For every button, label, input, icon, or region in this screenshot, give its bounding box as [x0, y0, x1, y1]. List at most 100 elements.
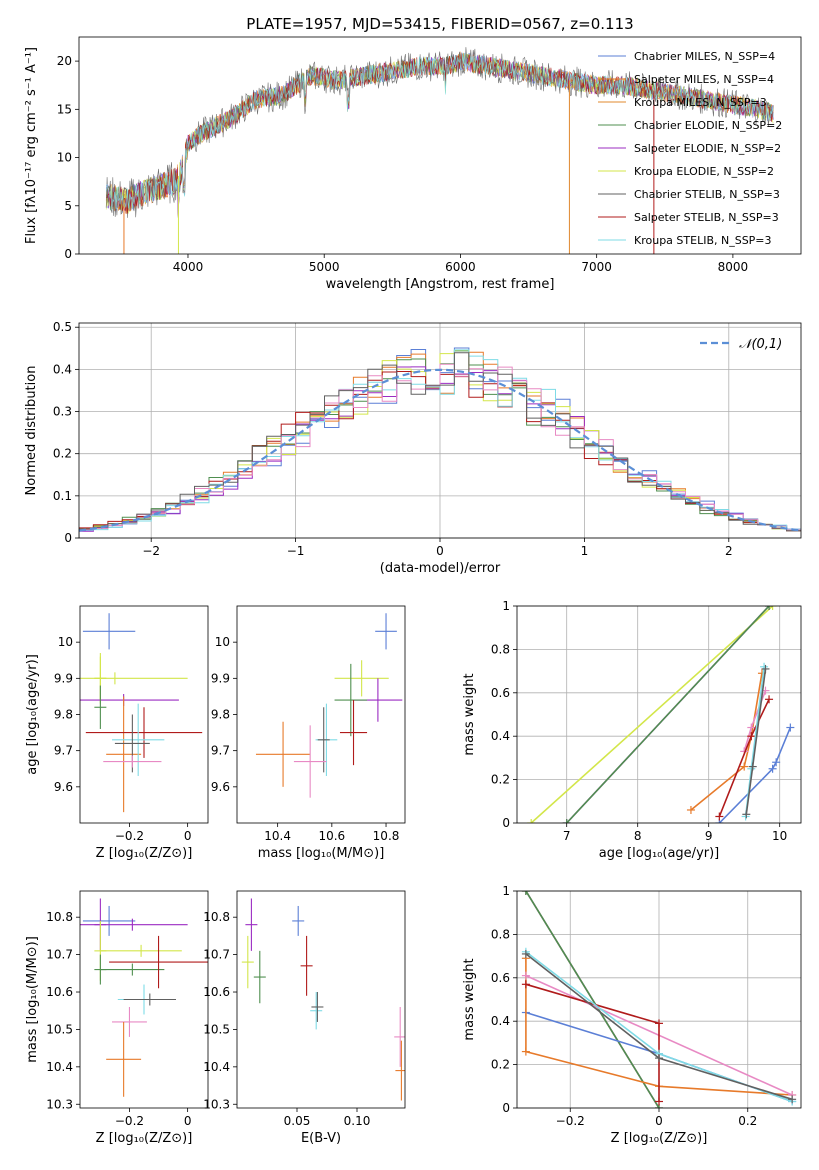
series-marker [655, 1097, 663, 1106]
data-point [317, 707, 330, 773]
data-point [334, 663, 368, 737]
y-tick-label: 15 [57, 102, 72, 116]
y-axis-label: Normed distribution [24, 366, 39, 496]
series-marker [655, 1054, 663, 1063]
plot-area [80, 613, 203, 813]
plot-area [241, 898, 405, 1101]
legend-entry: Chabrier STELIB, N_SSP=3 [634, 188, 780, 201]
y-tick-label: 10 [215, 635, 230, 649]
y-tick-label: 0.4 [491, 1014, 510, 1028]
y-tick-label: 10 [57, 151, 72, 165]
y-tick-label: 0.5 [53, 320, 72, 334]
chart-mass-vs-ebv: 0.05 0.10 10.3 10.4 10.5 10.6 10.7 10.8 E(B-V) [203, 890, 406, 1146]
data-point [100, 944, 182, 957]
y-tick-label: 9.7 [211, 744, 230, 758]
series-marker [768, 764, 777, 773]
y-tick-label: 0.2 [491, 773, 510, 787]
x-tick-label: −0.2 [115, 829, 144, 843]
legend-entry: Kroupa STELIB, N_SSP=3 [634, 234, 772, 247]
y-tick-label: 0.8 [491, 927, 510, 941]
x-tick-label: 0 [184, 1114, 192, 1128]
series-marker [768, 606, 777, 610]
series-line [530, 606, 774, 823]
series-marker [788, 1095, 797, 1104]
y-tick-label: 0.6 [491, 686, 510, 700]
data-point [94, 954, 107, 985]
y-tick-label: 10.5 [203, 1022, 230, 1036]
data-point [106, 696, 142, 813]
series-marker [747, 723, 756, 732]
legend-entry: Kroupa MILES, N_SSP=3 [634, 96, 767, 109]
data-point [334, 660, 389, 697]
chart-mass-vs-Z: −0.2 0 10.3 10.4 10.5 10.6 10.7 10.8 Z [log₁₀(Z/… [25, 890, 209, 1146]
x-axis-label: Z [log₁₀(Z/Z⊙)] [611, 1131, 708, 1146]
y-axis-label: mass [log₁₀(M/M⊙)] [25, 936, 40, 1063]
data-point [100, 963, 165, 976]
data-point [82, 905, 136, 936]
y-tick-label: 0.1 [53, 489, 72, 503]
data-point [255, 721, 311, 787]
y-tick-label: 0.6 [491, 971, 510, 985]
series-marker [765, 695, 774, 704]
x-tick-label: 5000 [309, 260, 340, 274]
y-tick-label: 0.3 [53, 405, 72, 419]
series-marker [655, 1019, 663, 1028]
y-tick-label: 10.8 [203, 910, 230, 924]
data-point [109, 935, 208, 989]
data-point [395, 1040, 405, 1101]
legend-entry: Salpeter STELIB, N_SSP=3 [634, 211, 779, 224]
x-axis-label: Z [log₁₀(Z/Z⊙)] [96, 1131, 193, 1146]
plot-area [255, 613, 403, 798]
chart-age-vs-Z: −0.2 0 9.6 9.7 9.8 9.9 10 Z [log₁₀(Z/Z⊙)] age [l… [25, 605, 209, 861]
y-axis-label: mass weight [462, 673, 477, 755]
y-tick-label: 9.9 [211, 671, 230, 685]
series-marker [521, 891, 530, 895]
series-marker [772, 758, 781, 767]
x-tick-label: −0.2 [115, 1114, 144, 1128]
y-tick-label: 1 [502, 884, 510, 898]
x-tick-label: 7 [563, 829, 571, 843]
plot-area [105, 47, 774, 254]
data-point [310, 992, 323, 1030]
series-marker [562, 819, 571, 823]
chart-spectrum: 4000 5000 6000 7000 8000 0 5 10 15 20 wavelength [… [24, 15, 802, 292]
legend-entry: Salpeter MILES, N_SSP=4 [634, 73, 774, 86]
legend: Chabrier MILES, N_SSP=4 Salpeter MILES, N… [598, 50, 782, 247]
plot-area [521, 891, 797, 1108]
y-tick-label: 10.4 [46, 1060, 73, 1074]
x-tick-label: 0 [655, 1114, 663, 1128]
legend: 𝒩(0,1) [700, 337, 782, 352]
x-tick-label: 10 [772, 829, 787, 843]
data-point [339, 700, 368, 766]
y-axis-label: Flux [fλ10⁻¹⁷ erg cm⁻² s⁻¹ A⁻¹] [24, 47, 39, 244]
chart-title: PLATE=1957, MJD=53415, FIBERID=0567, z=0… [246, 15, 633, 33]
legend-entry: Chabrier MILES, N_SSP=4 [634, 50, 775, 63]
data-point [85, 707, 203, 758]
data-point [123, 993, 176, 1006]
legend-entry: Salpeter ELODIE, N_SSP=2 [634, 142, 781, 155]
y-tick-label: 0.8 [491, 642, 510, 656]
y-tick-label: 1 [502, 599, 510, 613]
series-marker [740, 762, 749, 771]
series-line [105, 47, 774, 218]
data-point [94, 685, 107, 729]
x-axis-label: mass [log₁₀(M/M⊙)] [258, 846, 385, 861]
y-tick-label: 10.7 [46, 948, 73, 962]
plot-area [527, 606, 795, 823]
plot-area [79, 347, 801, 538]
x-axis-label: (data-model)/error [380, 561, 501, 576]
axes-frame [78, 322, 802, 539]
x-tick-label: 0 [184, 829, 192, 843]
data-point [80, 672, 188, 685]
data-point [311, 992, 324, 1022]
axes-frame [516, 890, 802, 1109]
x-axis-label: age [log₁₀(age/yr)] [599, 846, 720, 861]
axes-frame [236, 890, 406, 1109]
series-marker [686, 805, 695, 814]
data-point [375, 613, 397, 650]
series-marker [761, 664, 770, 673]
series-marker [521, 949, 530, 958]
x-tick-label: 9 [705, 829, 713, 843]
x-tick-label: −0.2 [556, 1114, 585, 1128]
